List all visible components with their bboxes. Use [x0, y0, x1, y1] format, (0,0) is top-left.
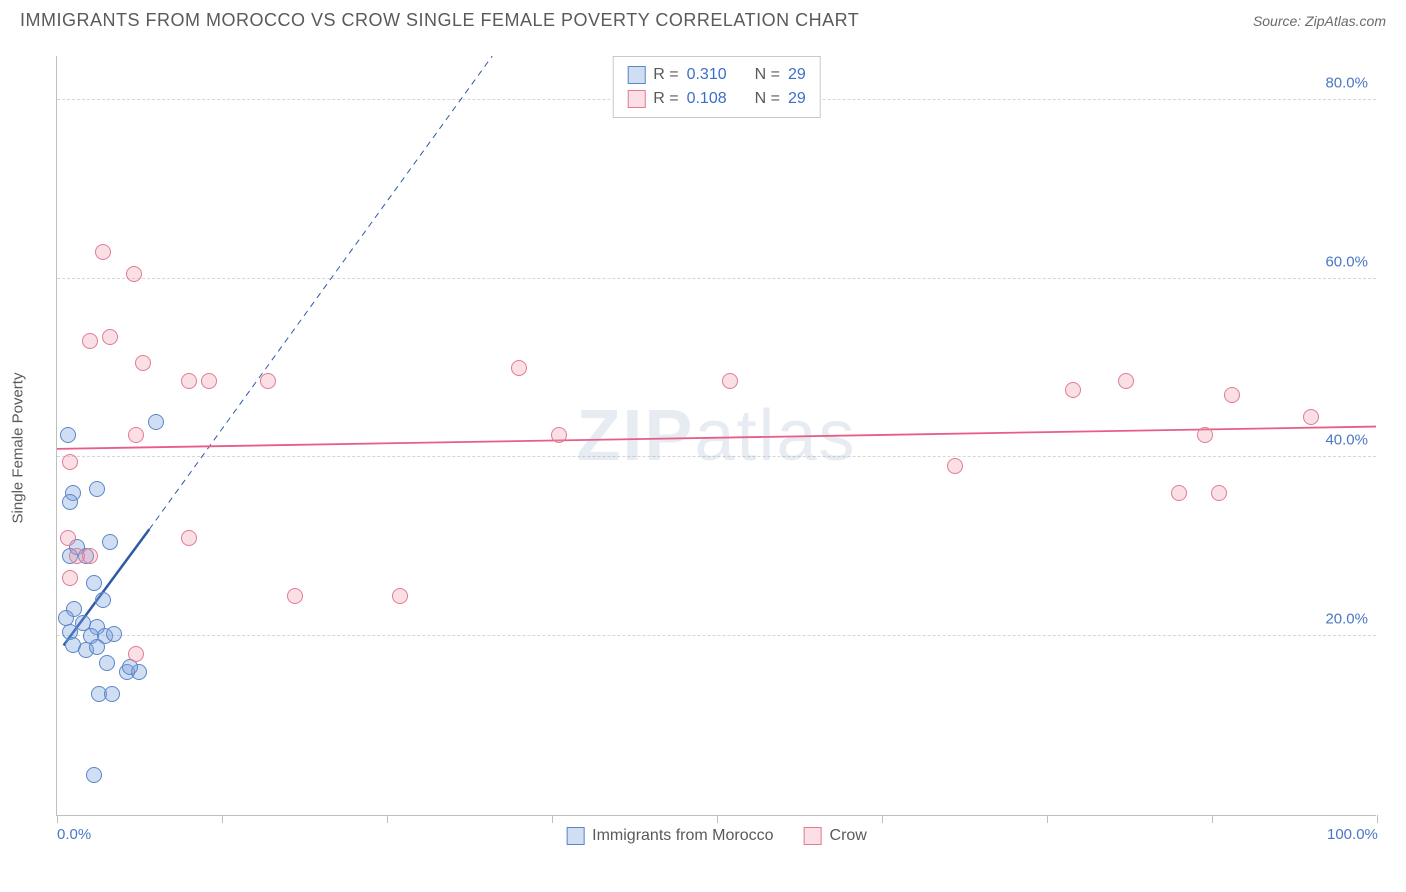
data-point — [102, 329, 118, 345]
data-point — [95, 244, 111, 260]
r-value-1: 0.310 — [687, 63, 727, 87]
data-point — [181, 373, 197, 389]
gridline — [57, 635, 1376, 636]
data-point — [148, 414, 164, 430]
data-point — [1197, 427, 1213, 443]
data-point — [95, 592, 111, 608]
data-point — [128, 646, 144, 662]
trend-lines — [57, 56, 1376, 815]
legend-correlation: R = 0.310 N = 29 R = 0.108 N = 29 — [612, 56, 821, 118]
y-tick-label: 40.0% — [1325, 432, 1368, 449]
legend-row-1: R = 0.310 N = 29 — [627, 63, 806, 87]
x-tick — [1212, 815, 1213, 823]
data-point — [1211, 485, 1227, 501]
data-point — [1118, 373, 1134, 389]
legend-label-2: Crow — [830, 827, 867, 845]
legend-label-1: Immigrants from Morocco — [592, 827, 773, 845]
plot-area: ZIPatlas R = 0.310 N = 29 R = 0.108 N = … — [56, 56, 1376, 816]
swatch-series-1 — [566, 827, 584, 845]
chart-header: IMMIGRANTS FROM MOROCCO VS CROW SINGLE F… — [0, 0, 1406, 39]
source-label: Source: ZipAtlas.com — [1253, 13, 1386, 29]
data-point — [511, 360, 527, 376]
r-value-2: 0.108 — [687, 87, 727, 111]
y-tick-label: 80.0% — [1325, 74, 1368, 91]
data-point — [104, 686, 120, 702]
gridline — [57, 456, 1376, 457]
legend-series: Immigrants from Morocco Crow — [566, 827, 867, 845]
y-axis-label: Single Female Poverty — [10, 373, 27, 524]
data-point — [106, 626, 122, 642]
swatch-series-1 — [627, 66, 645, 84]
x-tick — [882, 815, 883, 823]
n-label: N = — [755, 87, 780, 111]
data-point — [89, 639, 105, 655]
n-label: N = — [755, 63, 780, 87]
data-point — [102, 534, 118, 550]
x-tick — [717, 815, 718, 823]
x-tick — [387, 815, 388, 823]
data-point — [1171, 485, 1187, 501]
swatch-series-2 — [804, 827, 822, 845]
data-point — [86, 767, 102, 783]
data-point — [722, 373, 738, 389]
x-tick-label: 100.0% — [1327, 826, 1378, 843]
swatch-series-2 — [627, 90, 645, 108]
x-tick — [552, 815, 553, 823]
watermark: ZIPatlas — [576, 395, 856, 477]
y-tick-label: 20.0% — [1325, 611, 1368, 628]
x-tick — [57, 815, 58, 823]
y-tick-label: 60.0% — [1325, 253, 1368, 270]
legend-item-2: Crow — [804, 827, 867, 845]
data-point — [62, 494, 78, 510]
r-label: R = — [653, 87, 678, 111]
data-point — [1303, 409, 1319, 425]
data-point — [62, 570, 78, 586]
data-point — [181, 530, 197, 546]
legend-item-1: Immigrants from Morocco — [566, 827, 773, 845]
data-point — [392, 588, 408, 604]
data-point — [551, 427, 567, 443]
x-tick — [1377, 815, 1378, 823]
data-point — [1224, 387, 1240, 403]
data-point — [82, 548, 98, 564]
x-tick — [1047, 815, 1048, 823]
data-point — [62, 454, 78, 470]
data-point — [82, 333, 98, 349]
x-tick-label: 0.0% — [57, 826, 91, 843]
data-point — [128, 427, 144, 443]
x-tick — [222, 815, 223, 823]
n-value-2: 29 — [788, 87, 806, 111]
legend-row-2: R = 0.108 N = 29 — [627, 87, 806, 111]
r-label: R = — [653, 63, 678, 87]
data-point — [89, 481, 105, 497]
data-point — [135, 355, 151, 371]
data-point — [1065, 382, 1081, 398]
data-point — [260, 373, 276, 389]
n-value-1: 29 — [788, 63, 806, 87]
data-point — [86, 575, 102, 591]
data-point — [287, 588, 303, 604]
data-point — [126, 266, 142, 282]
chart-container: Single Female Poverty ZIPatlas R = 0.310… — [48, 48, 1388, 848]
data-point — [947, 458, 963, 474]
data-point — [201, 373, 217, 389]
data-point — [60, 530, 76, 546]
gridline — [57, 278, 1376, 279]
chart-title: IMMIGRANTS FROM MOROCCO VS CROW SINGLE F… — [20, 10, 859, 31]
data-point — [99, 655, 115, 671]
data-point — [60, 427, 76, 443]
